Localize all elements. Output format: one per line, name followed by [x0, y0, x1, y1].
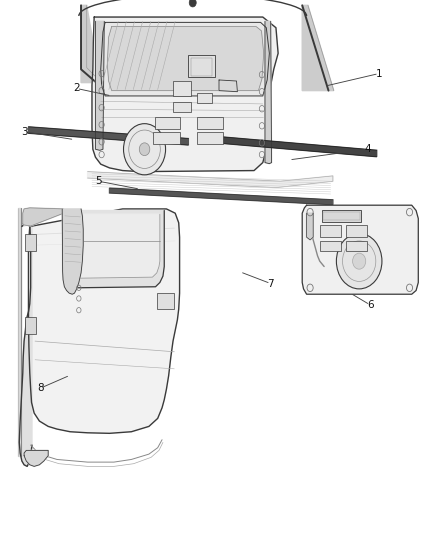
Polygon shape	[24, 450, 48, 466]
Text: 7: 7	[267, 279, 274, 288]
Polygon shape	[64, 211, 164, 288]
Polygon shape	[28, 209, 180, 433]
Circle shape	[336, 233, 382, 289]
Polygon shape	[101, 22, 269, 96]
Polygon shape	[18, 208, 21, 456]
Bar	[323, 212, 360, 220]
Polygon shape	[88, 172, 333, 188]
Bar	[173, 81, 191, 96]
Bar	[346, 241, 367, 251]
Circle shape	[353, 253, 366, 269]
Polygon shape	[81, 5, 100, 83]
Polygon shape	[265, 21, 272, 164]
Polygon shape	[62, 209, 83, 294]
Polygon shape	[307, 213, 313, 240]
Polygon shape	[28, 127, 188, 145]
Text: 6: 6	[367, 300, 374, 310]
Circle shape	[189, 0, 196, 7]
Polygon shape	[219, 80, 237, 92]
Polygon shape	[23, 208, 64, 226]
Text: 5: 5	[95, 176, 102, 186]
Polygon shape	[95, 21, 104, 150]
Polygon shape	[110, 188, 333, 205]
FancyBboxPatch shape	[25, 317, 36, 334]
Circle shape	[124, 124, 166, 175]
Bar	[173, 102, 191, 112]
Text: 2: 2	[73, 84, 80, 93]
Text: 4: 4	[364, 144, 371, 154]
Polygon shape	[19, 224, 32, 466]
Bar	[197, 117, 223, 129]
Bar	[153, 132, 180, 144]
Polygon shape	[302, 5, 334, 91]
Bar	[155, 117, 180, 129]
Bar	[322, 210, 361, 222]
Text: 8: 8	[37, 383, 44, 393]
FancyBboxPatch shape	[25, 234, 36, 251]
Bar	[320, 241, 341, 251]
Text: 3: 3	[21, 127, 28, 136]
Polygon shape	[302, 205, 418, 294]
Circle shape	[139, 143, 150, 156]
Text: 1: 1	[375, 69, 382, 78]
Polygon shape	[69, 214, 160, 278]
Bar	[197, 93, 212, 103]
Bar	[320, 225, 341, 237]
Bar	[346, 225, 367, 237]
Bar	[191, 58, 212, 76]
Polygon shape	[107, 27, 264, 91]
Polygon shape	[92, 17, 278, 172]
Bar	[157, 293, 174, 309]
Bar	[188, 55, 215, 77]
Bar	[197, 132, 223, 144]
Polygon shape	[210, 136, 377, 157]
